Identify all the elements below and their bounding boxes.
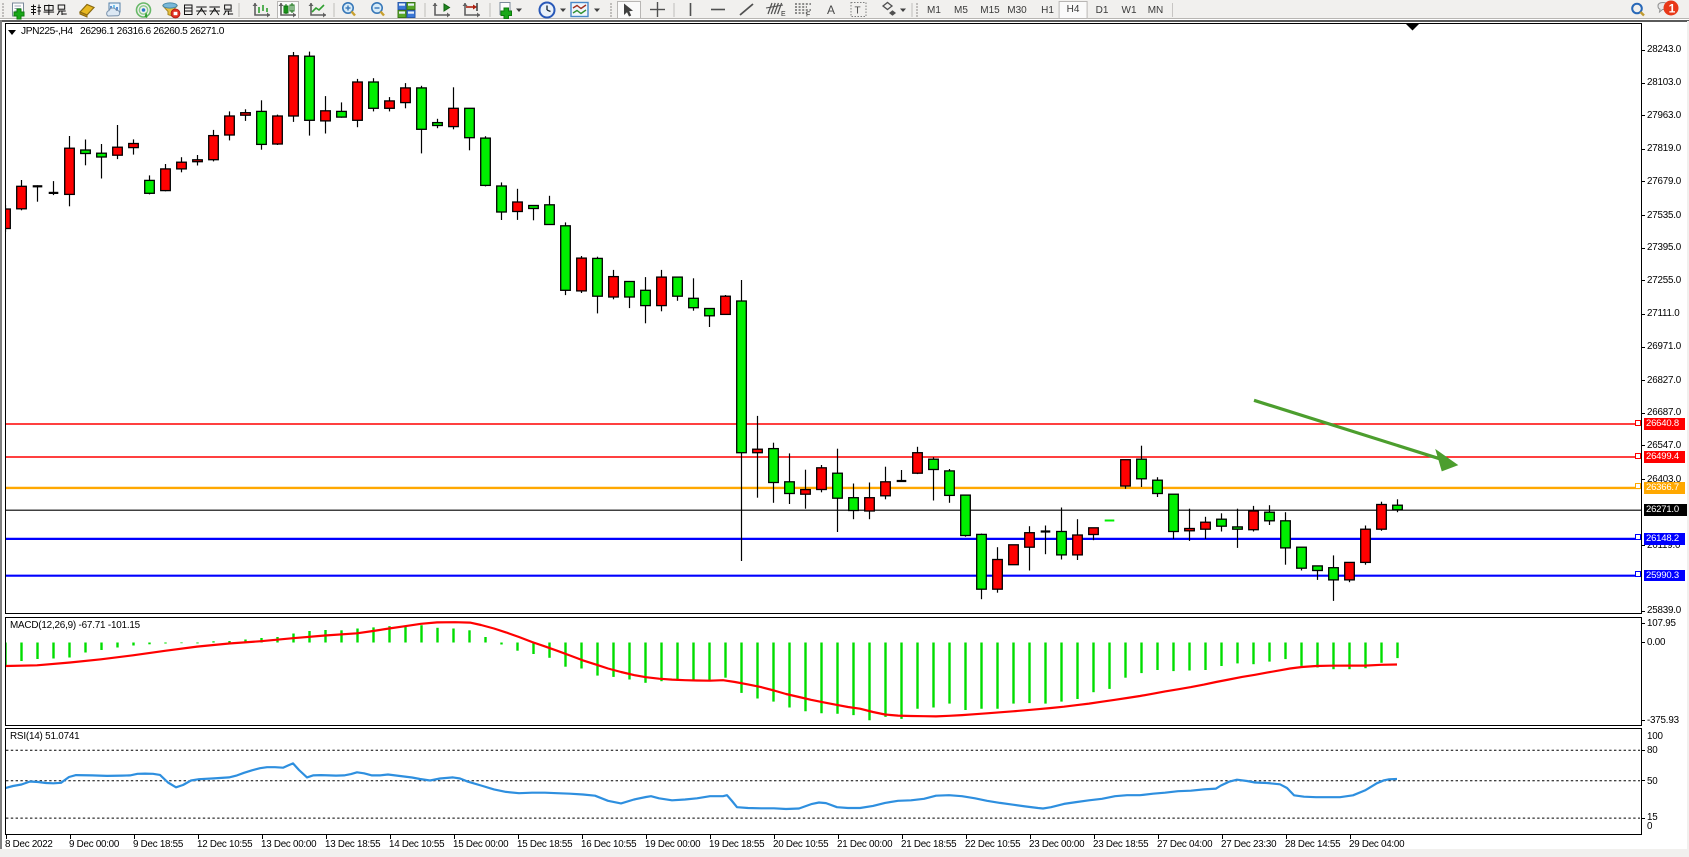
svg-text:A: A [827,3,835,17]
svg-text:T: T [855,6,861,17]
svg-text:E: E [781,11,786,18]
svg-text:F: F [806,12,810,19]
svg-text:1: 1 [1669,2,1676,16]
